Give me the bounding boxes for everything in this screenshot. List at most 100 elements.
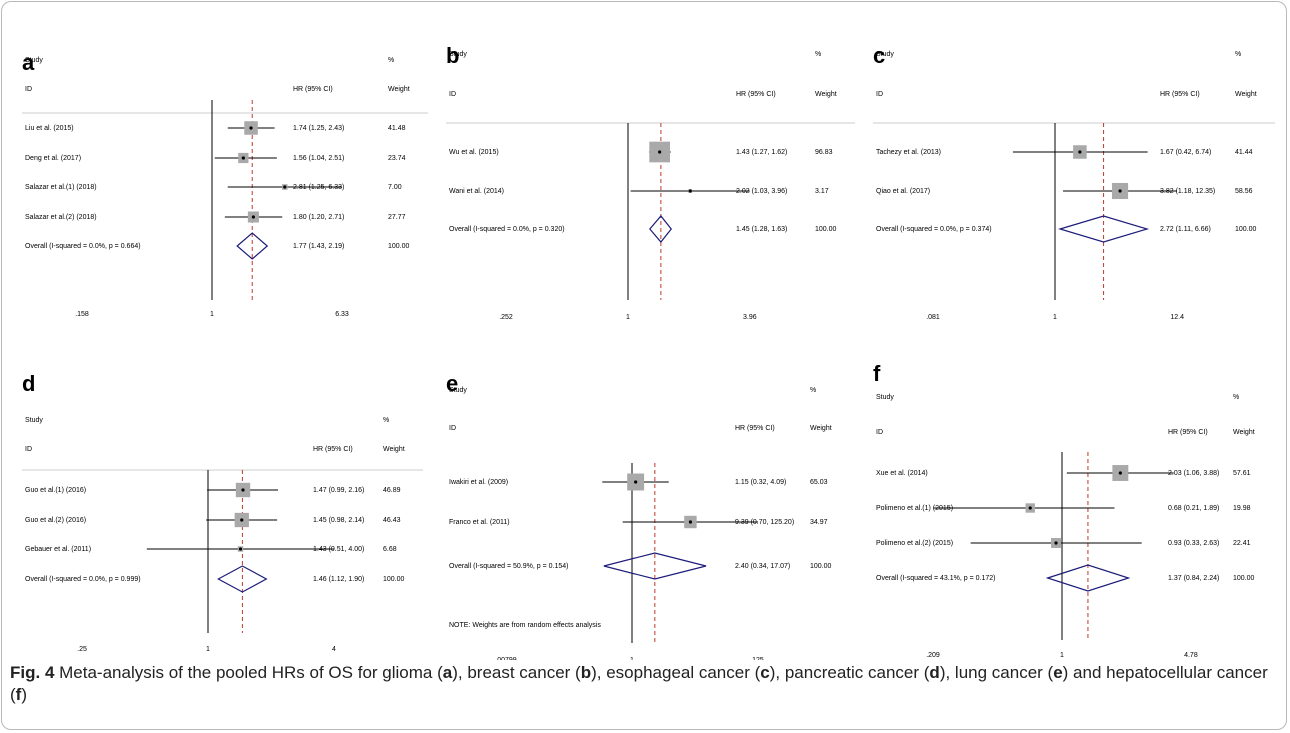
caption-text-3: ), esophageal cancer ( [591, 663, 761, 682]
panel-e-point [688, 520, 693, 524]
panel-e-study-name: Franco et al. (2011) [449, 519, 510, 526]
panel-a-overall-name: Overall (I-squared = 0.0%, p = 0.664) [25, 243, 141, 250]
panel-b-xtick-label: 1 [626, 314, 630, 321]
caption-letter-e: e [1053, 663, 1063, 682]
panel-c-overall-diamond [1057, 215, 1150, 243]
panel-a-study-weight: 7.00 [388, 184, 402, 191]
panel-b-point [658, 150, 662, 154]
panel-f-xtick-label: 4.78 [1184, 652, 1198, 659]
figure-caption: Fig. 4 Meta-analysis of the pooled HRs o… [10, 662, 1280, 706]
panel-e-header-id: ID [449, 425, 456, 432]
panel-c-point [1118, 189, 1122, 193]
caption-letter-c: c [760, 663, 770, 682]
panel-f-study-weight: 22.41 [1233, 540, 1251, 547]
panel-e-header-study: Study [449, 387, 467, 394]
panel-f-point [1028, 506, 1032, 510]
panel-a-header-weight: Weight [388, 86, 410, 93]
panel-e-header-pct: % [810, 387, 816, 394]
panel-d-study-weight: 6.68 [383, 546, 397, 553]
panel-a-label: a [22, 50, 35, 75]
panel-b-header-hr: HR (95% CI) [736, 91, 776, 98]
panel-d-xtick-label: .25 [77, 646, 87, 653]
panel-c-xtick-label: 1 [1053, 314, 1057, 321]
panel-b-label: b [446, 43, 459, 68]
panel-a-study-hr: 1.74 (1.25, 2.43) [293, 125, 344, 132]
panel-a-xtick-label: 1 [210, 311, 214, 318]
panel-a-study-weight: 27.77 [388, 214, 406, 221]
caption-letter-b: b [580, 663, 592, 682]
panel-e-overall-diamond [603, 552, 707, 580]
panel-e-xtick-label: 1 [630, 657, 634, 660]
panel-d-header-id: ID [25, 446, 32, 453]
panel-d-label: d [22, 371, 35, 396]
panel-f-point [1054, 541, 1058, 545]
panel-c-xtick-label: 12.4 [1170, 314, 1184, 321]
panel-e-label: e [446, 371, 458, 396]
panel-d-point [238, 547, 243, 551]
panel-b-header-id: ID [449, 91, 456, 98]
panel-e-overall-weight: 100.00 [810, 563, 832, 570]
panel-d-study-name: Gebauer et al. (2011) [25, 546, 91, 553]
panel-a-point [241, 156, 245, 160]
panel-b-header-study: Study [449, 51, 467, 58]
panel-f-study-weight: 57.61 [1233, 470, 1251, 477]
panel-b-point [688, 189, 692, 193]
panel-f-study-hr: 0.93 (0.33, 2.63) [1168, 540, 1219, 547]
panel-e-study-weight: 65.03 [810, 479, 828, 486]
panel-a-overall-diamond [236, 232, 269, 260]
panel-a-header-study: Study [25, 57, 43, 64]
panel-c-study-weight: 58.56 [1235, 188, 1253, 195]
panel-d-study-hr: 1.45 (0.98, 2.14) [313, 517, 364, 524]
panel-f-xtick-label: .209 [926, 652, 940, 659]
panel-b-header-pct: % [815, 51, 821, 58]
panel-c-study-weight: 41.44 [1235, 149, 1253, 156]
panel-c-point [1078, 150, 1082, 154]
panel-b-study-weight: 3.17 [815, 188, 829, 195]
caption-letter-d: d [929, 663, 940, 682]
panel-e-note: NOTE: Weights are from random effects an… [449, 622, 601, 629]
panel-c-header-pct: % [1235, 51, 1241, 58]
panel-d-overall-name: Overall (I-squared = 0.0%, p = 0.999) [25, 576, 141, 583]
caption-text-5: ), lung cancer ( [939, 663, 1054, 682]
panel-f-overall-weight: 100.00 [1233, 575, 1255, 582]
panel-d-header-pct: % [383, 417, 389, 424]
panel-b-study-name: Wani et al. (2014) [449, 188, 504, 195]
panel-a-point [251, 215, 256, 219]
panel-a-study-hr: 1.80 (1.20, 2.71) [293, 214, 344, 221]
panel-f-study-name: Xue et al. (2014) [876, 470, 928, 477]
panel-e-header-hr: HR (95% CI) [735, 425, 775, 432]
panel-f-overall-name: Overall (I-squared = 43.1%, p = 0.172) [876, 575, 995, 582]
caption-text-4: ), pancreatic cancer ( [769, 663, 930, 682]
panel-e-overall-hr: 2.40 (0.34, 17.07) [735, 563, 790, 570]
panel-d-xtick-label: 4 [332, 646, 336, 653]
panel-f-header-pct: % [1233, 394, 1239, 401]
panel-c-overall-name: Overall (I-squared = 0.0%, p = 0.374) [876, 226, 992, 233]
panel-c-study-name: Qiao et al. (2017) [876, 188, 930, 195]
panel-e-header-weight: Weight [810, 425, 832, 432]
panel-f-xtick-label: 1 [1060, 652, 1064, 659]
panel-c-xtick-label: .081 [926, 314, 940, 321]
panel-a-point [283, 185, 287, 189]
panel-f-study-name: Polimeno et al.(1) (2015) [876, 505, 953, 512]
panel-d-study-name: Guo et al.(1) (2016) [25, 487, 86, 494]
panel-d-xtick-label: 1 [206, 646, 210, 653]
caption-text-7: ) [21, 685, 28, 704]
panel-f-study-weight: 19.98 [1233, 505, 1251, 512]
panel-b-overall-name: Overall (I-squared = 0.0%, p = 0.320) [449, 226, 565, 233]
panel-d-study-hr: 1.47 (0.99, 2.16) [313, 487, 364, 494]
panel-b-study-weight: 96.83 [815, 149, 833, 156]
panel-f-overall-hr: 1.37 (0.84, 2.24) [1168, 575, 1219, 582]
panel-c-overall-hr: 2.72 (1.11, 6.66) [1160, 226, 1211, 233]
caption-fig-label: Fig. 4 [10, 663, 55, 682]
panel-f-study-hr: 2.03 (1.06, 3.88) [1168, 470, 1219, 477]
panel-b-overall-weight: 100.00 [815, 226, 837, 233]
panel-a-study-weight: 41.48 [388, 125, 406, 132]
panel-c-header-weight: Weight [1235, 91, 1257, 98]
panel-a-header-hr: HR (95% CI) [293, 86, 333, 93]
panel-a-header-id: ID [25, 86, 32, 93]
panel-d-study-weight: 46.89 [383, 487, 401, 494]
panel-c-label: c [873, 43, 885, 68]
panel-f-header-hr: HR (95% CI) [1168, 429, 1208, 436]
panel-d-study-name: Guo et al.(2) (2016) [25, 517, 86, 524]
